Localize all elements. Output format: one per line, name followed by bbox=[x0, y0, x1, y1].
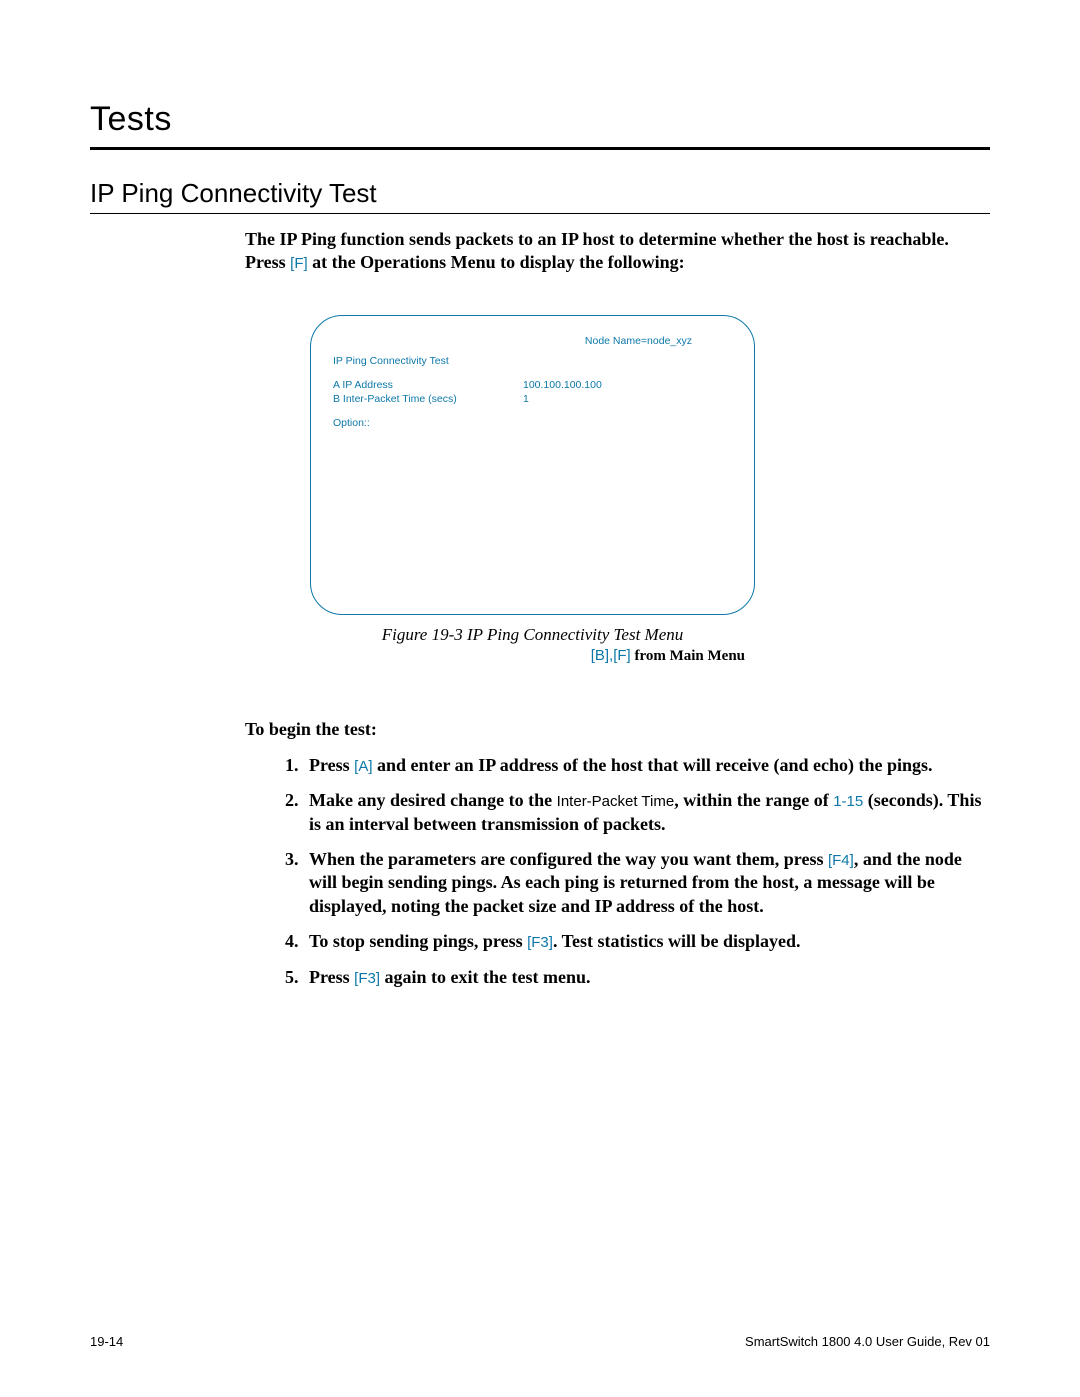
steps-list: Press [A] and enter an IP address of the… bbox=[275, 754, 990, 989]
page-footer: 19-14 SmartSwitch 1800 4.0 User Guide, R… bbox=[90, 1334, 990, 1349]
step-1: Press [A] and enter an IP address of the… bbox=[303, 754, 990, 777]
intro-paragraph: The IP Ping function sends packets to an… bbox=[245, 228, 990, 275]
screen-row-b-label: B Inter-Packet Time (secs) bbox=[333, 392, 523, 406]
rule-thick bbox=[90, 147, 990, 150]
terminal-screen: Node Name=node_xyz IP Ping Connectivity … bbox=[310, 315, 755, 615]
step-2: Make any desired change to the Inter-Pac… bbox=[303, 789, 990, 836]
intro-text-2: at the Operations Menu to display the fo… bbox=[308, 252, 685, 272]
step-1b: and enter an IP address of the host that… bbox=[373, 755, 933, 775]
footer-doc-title: SmartSwitch 1800 4.0 User Guide, Rev 01 bbox=[745, 1334, 990, 1349]
footer-page-number: 19-14 bbox=[90, 1334, 123, 1349]
step-2a: Make any desired change to the bbox=[309, 790, 557, 810]
figure-caption: Figure 19-3 IP Ping Connectivity Test Me… bbox=[310, 625, 755, 645]
rule-thin bbox=[90, 213, 990, 214]
step-1a: Press bbox=[309, 755, 354, 775]
shortcut-tail: from Main Menu bbox=[631, 648, 745, 664]
screen-row-a-value: 100.100.100.100 bbox=[523, 378, 602, 392]
chapter-title: Tests bbox=[90, 100, 990, 139]
section-title: IP Ping Connectivity Test bbox=[90, 178, 990, 209]
screen-node-name: Node Name=node_xyz bbox=[333, 334, 732, 348]
step-5a: Press bbox=[309, 967, 354, 987]
screen-row-a-label: A IP Address bbox=[333, 378, 523, 392]
key-f3-again: [F3] bbox=[354, 970, 380, 987]
shortcut-keys: [B],[F] bbox=[591, 647, 631, 664]
key-a: [A] bbox=[354, 758, 372, 775]
screen-option-prompt: Option:: bbox=[333, 416, 732, 430]
screen-figure: Node Name=node_xyz IP Ping Connectivity … bbox=[310, 315, 755, 665]
step-4b: . Test statistics will be displayed. bbox=[553, 931, 801, 951]
key-f: [F] bbox=[290, 255, 308, 272]
begin-label: To begin the test: bbox=[245, 719, 990, 740]
step-3: When the parameters are configured the w… bbox=[303, 848, 990, 918]
spacer bbox=[333, 406, 732, 416]
key-f3: [F3] bbox=[527, 934, 553, 951]
page: Tests IP Ping Connectivity Test The IP P… bbox=[0, 0, 1080, 1397]
step-5: Press [F3] again to exit the test menu. bbox=[303, 966, 990, 989]
step-5b: again to exit the test menu. bbox=[380, 967, 590, 987]
screen-row-b: B Inter-Packet Time (secs) 1 bbox=[333, 392, 732, 406]
term-inter-packet: Inter-Packet Time bbox=[557, 793, 675, 810]
range-1-15: 1-15 bbox=[833, 793, 863, 810]
step-2b: , within the range of bbox=[674, 790, 833, 810]
screen-title: IP Ping Connectivity Test bbox=[333, 354, 732, 368]
screen-row-b-value: 1 bbox=[523, 392, 529, 406]
step-4a: To stop sending pings, press bbox=[309, 931, 527, 951]
step-4: To stop sending pings, press [F3]. Test … bbox=[303, 930, 990, 953]
figure-shortcut: [B],[F] from Main Menu bbox=[310, 647, 755, 665]
step-3a: When the parameters are configured the w… bbox=[309, 849, 828, 869]
key-f4: [F4] bbox=[828, 852, 854, 869]
screen-row-a: A IP Address 100.100.100.100 bbox=[333, 378, 732, 392]
